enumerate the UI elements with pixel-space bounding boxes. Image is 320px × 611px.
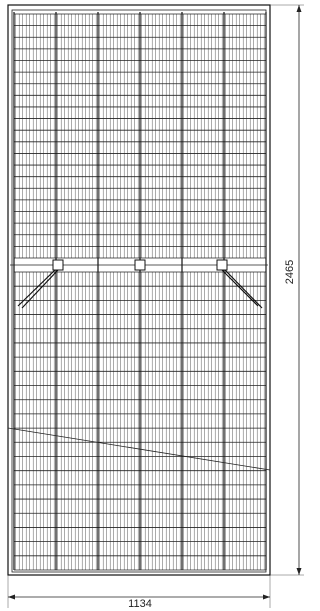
junction-box — [217, 260, 227, 270]
junction-box — [53, 260, 63, 270]
junction-box — [135, 260, 145, 270]
inner-frame — [12, 10, 266, 572]
width-label: 1134 — [128, 598, 152, 610]
height-label: 2465 — [284, 260, 296, 284]
cable — [225, 270, 262, 308]
cell-grid — [10, 12, 268, 570]
panel-drawing: 2465 1134 — [0, 0, 305, 611]
